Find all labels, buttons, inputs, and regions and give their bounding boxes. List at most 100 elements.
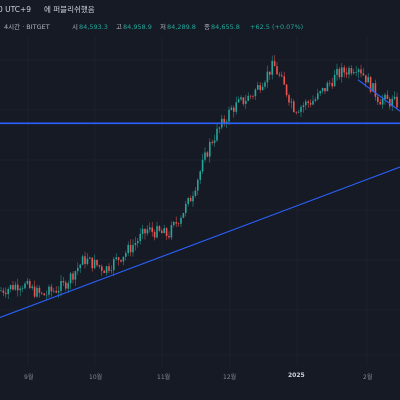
candle-down bbox=[288, 95, 290, 103]
candle-up bbox=[89, 257, 91, 259]
candle-up bbox=[194, 190, 197, 196]
candle-up bbox=[312, 100, 314, 105]
candle-up bbox=[237, 99, 240, 103]
candle-up bbox=[305, 101, 307, 106]
candle-down bbox=[276, 66, 278, 75]
candle-up bbox=[48, 286, 50, 295]
candle-down bbox=[96, 259, 98, 266]
candle-up bbox=[36, 287, 38, 297]
candle-up bbox=[381, 99, 384, 105]
candle-up bbox=[139, 233, 141, 242]
candle-down bbox=[103, 270, 105, 274]
candle-down bbox=[338, 68, 341, 78]
candle-up bbox=[216, 128, 218, 141]
candle-up bbox=[213, 140, 216, 143]
candle-down bbox=[285, 84, 288, 96]
x-label-sep: 9월 bbox=[24, 374, 34, 381]
candle-up bbox=[230, 107, 233, 110]
top-strip: 0 UTC+9 에 퍼블리쉬했음 bbox=[0, 0, 400, 20]
time-axis[interactable]: 9월 10월 11월 12월 2025 2월 bbox=[0, 366, 400, 400]
candle-up bbox=[146, 229, 149, 234]
candle-down bbox=[12, 285, 14, 290]
candle-up bbox=[297, 111, 300, 113]
candle-up bbox=[137, 241, 139, 244]
candle-down bbox=[259, 85, 261, 91]
candle-down bbox=[120, 259, 122, 262]
candle-up bbox=[69, 273, 72, 284]
symbol-label[interactable]: 4시간 · BITGET bbox=[4, 23, 50, 31]
candle-up bbox=[384, 94, 386, 100]
candle-down bbox=[233, 107, 235, 112]
candle-up bbox=[149, 227, 151, 230]
candle-up bbox=[321, 87, 324, 92]
candle-down bbox=[324, 87, 326, 92]
candle-up bbox=[317, 93, 319, 100]
candle-up bbox=[26, 281, 29, 284]
x-label-nov: 11월 bbox=[157, 374, 171, 381]
candle-up bbox=[240, 97, 242, 100]
candle-up bbox=[19, 288, 21, 291]
candle-up bbox=[209, 141, 211, 157]
candle-down bbox=[165, 228, 168, 236]
candle-down bbox=[281, 75, 283, 77]
candle-down bbox=[50, 286, 53, 292]
candle-up bbox=[67, 283, 69, 289]
candle-up bbox=[353, 72, 355, 74]
candle-up bbox=[333, 74, 336, 87]
candle-down bbox=[379, 102, 381, 105]
candle-up bbox=[228, 109, 230, 122]
candle-up bbox=[134, 243, 137, 246]
candle-up bbox=[57, 290, 60, 293]
candle-down bbox=[242, 97, 245, 104]
candle-down bbox=[360, 69, 362, 74]
candle-down bbox=[108, 266, 110, 271]
candle-up bbox=[45, 294, 48, 296]
candle-down bbox=[252, 96, 254, 97]
candle-up bbox=[156, 226, 158, 238]
candle-down bbox=[177, 223, 180, 225]
high-value: 84,958.9 bbox=[123, 23, 152, 31]
candle-up bbox=[254, 89, 257, 97]
candle-down bbox=[153, 231, 156, 238]
drawn-lines[interactable] bbox=[0, 79, 400, 318]
low-label: 저 bbox=[160, 23, 166, 31]
ohlc-header: 4시간 · BITGET 시 84,593.3 고 84,958.9 저 84,… bbox=[0, 20, 400, 34]
close-label: 종 bbox=[204, 23, 210, 31]
candle-up bbox=[93, 259, 96, 269]
candle-up bbox=[9, 285, 12, 290]
high-label: 고 bbox=[116, 23, 122, 31]
candle-down bbox=[331, 82, 333, 87]
candle-down bbox=[29, 281, 31, 288]
candle-up bbox=[319, 91, 321, 94]
candle-up bbox=[0, 290, 2, 292]
candle-up bbox=[141, 228, 144, 234]
candle-down bbox=[62, 281, 65, 283]
candle-down bbox=[5, 292, 7, 295]
candle-up bbox=[53, 290, 55, 292]
candle-up bbox=[180, 217, 182, 224]
candle-up bbox=[115, 257, 117, 260]
candle-up bbox=[314, 99, 317, 101]
candle-down bbox=[98, 265, 101, 267]
candle-up bbox=[74, 271, 77, 280]
candle-down bbox=[343, 67, 345, 73]
trend-line[interactable] bbox=[357, 79, 400, 112]
trend-line[interactable] bbox=[0, 166, 400, 318]
candle-down bbox=[377, 96, 379, 103]
candle-up bbox=[14, 284, 17, 290]
candle-up bbox=[201, 159, 204, 172]
candle-up bbox=[185, 203, 187, 213]
candle-down bbox=[249, 95, 252, 97]
candle-up bbox=[132, 245, 134, 253]
candle-up bbox=[391, 98, 393, 107]
candle-up bbox=[192, 195, 194, 202]
candle-down bbox=[175, 222, 177, 224]
candle-down bbox=[65, 282, 67, 289]
candle-down bbox=[329, 82, 331, 84]
candle-up bbox=[264, 82, 266, 87]
candle-up bbox=[302, 105, 305, 108]
candle-up bbox=[79, 264, 81, 268]
low-value: 84,289.8 bbox=[167, 23, 196, 31]
